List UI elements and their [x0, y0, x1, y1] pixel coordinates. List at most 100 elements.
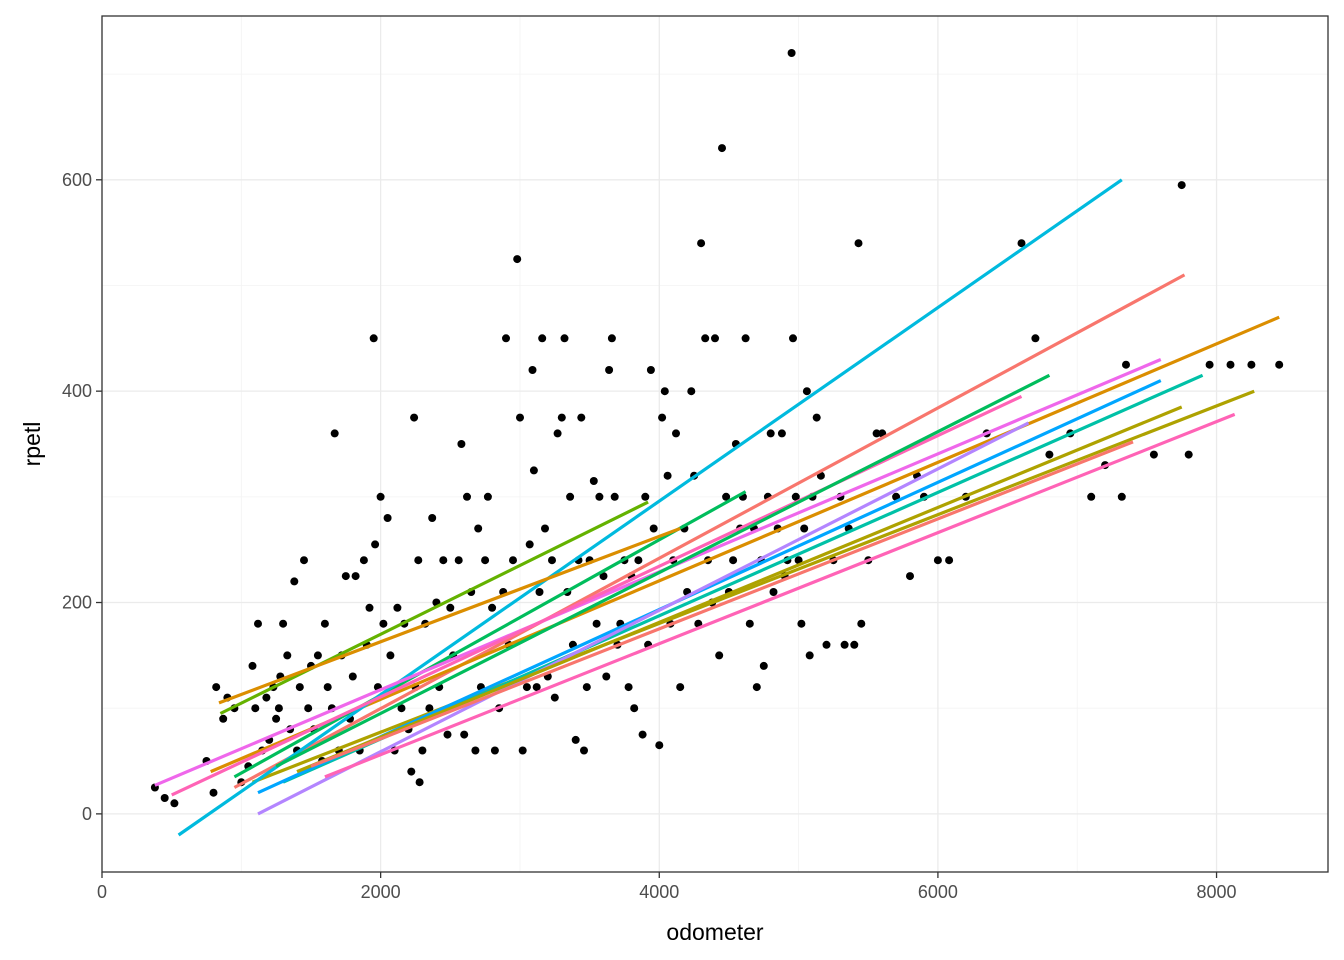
data-point [460, 730, 469, 739]
data-point [553, 429, 562, 438]
y-tick-label: 600 [62, 170, 92, 190]
data-point [386, 651, 395, 660]
data-point [945, 556, 954, 565]
data-point [1117, 492, 1126, 501]
data-point [279, 619, 288, 628]
x-tick-label: 2000 [361, 882, 401, 902]
data-point [538, 334, 547, 343]
data-point [906, 572, 914, 581]
data-point [741, 334, 750, 343]
data-point [550, 693, 559, 702]
data-point [516, 413, 524, 422]
data-point [715, 651, 724, 660]
data-point [300, 556, 308, 565]
data-point [488, 603, 497, 612]
data-point [805, 651, 814, 660]
data-point [577, 413, 586, 422]
data-point [769, 588, 778, 596]
data-point [560, 334, 569, 343]
data-point [649, 524, 658, 533]
data-point [641, 492, 650, 501]
data-point [1087, 492, 1096, 501]
data-point [1205, 360, 1214, 369]
data-point [711, 334, 719, 343]
data-point [212, 683, 221, 692]
fit-line [233, 273, 1186, 789]
data-point [1247, 360, 1256, 369]
fit-line [210, 315, 1280, 774]
data-point [525, 540, 534, 549]
x-tick-label: 4000 [639, 882, 679, 902]
data-point [522, 683, 531, 692]
data-point [359, 556, 368, 565]
data-point [933, 556, 942, 565]
fit-line [233, 490, 747, 779]
data-point [672, 429, 680, 438]
data-point [599, 572, 608, 581]
lines-layer [154, 178, 1280, 837]
data-point [457, 440, 466, 448]
data-point [718, 144, 726, 153]
data-point [351, 572, 360, 581]
data-point [850, 640, 859, 649]
data-point [1031, 334, 1040, 343]
data-point [262, 693, 271, 702]
data-point [415, 778, 424, 787]
data-point [251, 704, 260, 713]
data-point [254, 619, 262, 628]
data-point [369, 334, 378, 343]
y-tick-label: 200 [62, 593, 92, 613]
fit-line [219, 500, 649, 715]
data-point [160, 794, 169, 802]
data-point [582, 683, 591, 692]
data-point [320, 619, 329, 628]
data-point [248, 661, 257, 670]
data-point [376, 492, 385, 501]
data-point [777, 429, 786, 438]
data-point [371, 540, 380, 549]
data-point [283, 651, 292, 660]
data-point [602, 672, 611, 681]
data-point [313, 651, 322, 660]
data-point [532, 683, 541, 692]
data-point [800, 524, 809, 533]
data-point [1149, 450, 1158, 459]
y-axis-ticks: 0 200 400 600 [62, 170, 102, 824]
data-point [658, 413, 667, 422]
y-tick-label: 400 [62, 381, 92, 401]
data-point [1275, 360, 1284, 369]
fit-line [257, 421, 1030, 816]
x-axis-title: odometer [666, 919, 764, 945]
data-point [812, 413, 821, 422]
data-point [1177, 181, 1186, 190]
fit-line [177, 178, 1123, 837]
panel-background [102, 16, 1328, 872]
data-point [274, 704, 283, 713]
fit-line [218, 527, 681, 705]
data-point [407, 767, 416, 776]
data-point [454, 556, 463, 565]
data-point [607, 334, 616, 343]
data-point [528, 366, 537, 374]
data-point [571, 735, 580, 744]
data-point [872, 429, 881, 438]
fit-line [171, 394, 1023, 797]
data-point [787, 49, 796, 57]
data-point [474, 524, 483, 533]
fit-line [324, 412, 1236, 779]
data-point [676, 683, 685, 692]
data-point [272, 714, 281, 723]
data-point [1122, 360, 1130, 369]
data-point [854, 239, 863, 248]
data-point [541, 524, 549, 533]
data-point [1226, 360, 1235, 369]
data-point [383, 514, 392, 522]
data-point [660, 387, 669, 396]
data-point [481, 556, 490, 565]
data-point [443, 730, 452, 739]
data-point [446, 603, 455, 612]
x-tick-label: 8000 [1197, 882, 1237, 902]
data-point [365, 603, 374, 612]
data-point [687, 387, 696, 396]
